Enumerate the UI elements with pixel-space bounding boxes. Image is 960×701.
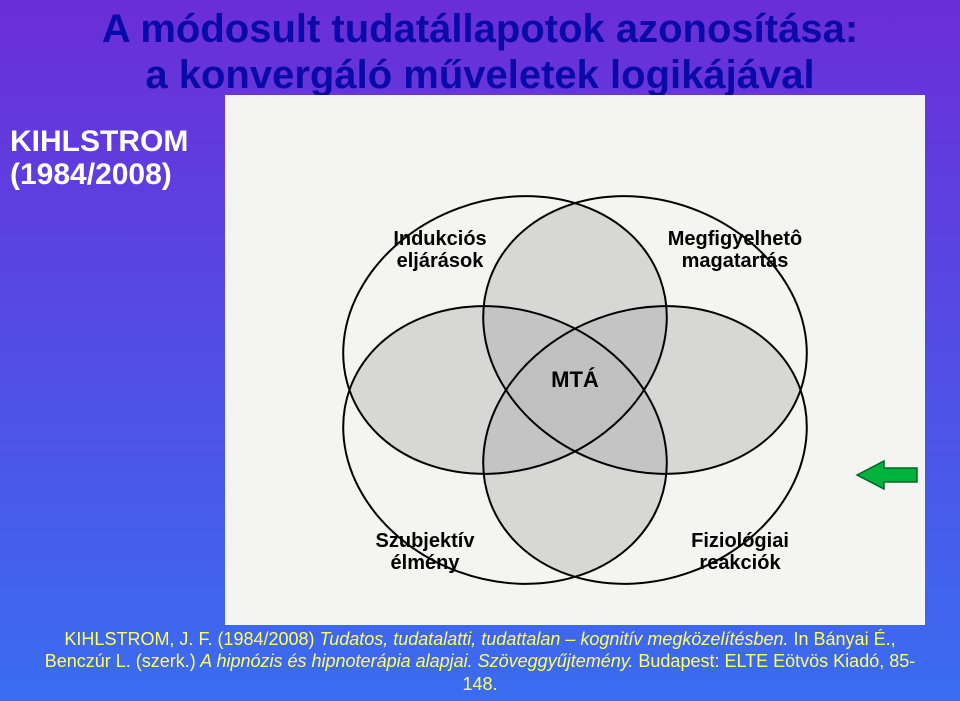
svg-text:Fiziológiai: Fiziológiai xyxy=(691,530,789,552)
citation-author: KIHLSTROM, J. F. (1984/2008) xyxy=(64,629,314,649)
venn-svg: Indukcióseljárások Megfigyelhetômagatartá… xyxy=(225,95,925,625)
venn-diagram: Indukcióseljárások Megfigyelhetômagatartá… xyxy=(225,95,925,625)
citation-chapter: Tudatos, tudatalatti, tudattalan – kogni… xyxy=(320,629,789,649)
citation: KIHLSTROM, J. F. (1984/2008) Tudatos, tu… xyxy=(0,628,960,696)
svg-text:Indukciós: Indukciós xyxy=(393,228,486,250)
svg-text:MTÁ: MTÁ xyxy=(551,367,599,392)
citation-book: A hipnózis és hipnoterápia alapjai. Szöv… xyxy=(200,651,633,671)
svg-text:eljárások: eljárások xyxy=(397,250,485,272)
svg-text:Szubjektív: Szubjektív xyxy=(376,530,476,552)
title-line-1: A módosult tudatállapotok azonosítása: xyxy=(0,6,960,52)
subheading: KIHLSTROM (1984/2008) xyxy=(10,125,188,191)
subhead-line-2: (1984/2008) xyxy=(10,158,188,191)
svg-text:magatartás: magatartás xyxy=(682,250,789,272)
slide-title: A módosult tudatállapotok azonosítása: a… xyxy=(0,0,960,98)
svg-text:élmény: élmény xyxy=(391,552,461,574)
subhead-line-1: KIHLSTROM xyxy=(10,125,188,158)
title-line-2: a konvergáló műveletek logikájával xyxy=(0,52,960,98)
svg-text:reakciók: reakciók xyxy=(699,552,781,574)
svg-text:Megfigyelhetô: Megfigyelhetô xyxy=(668,228,802,250)
